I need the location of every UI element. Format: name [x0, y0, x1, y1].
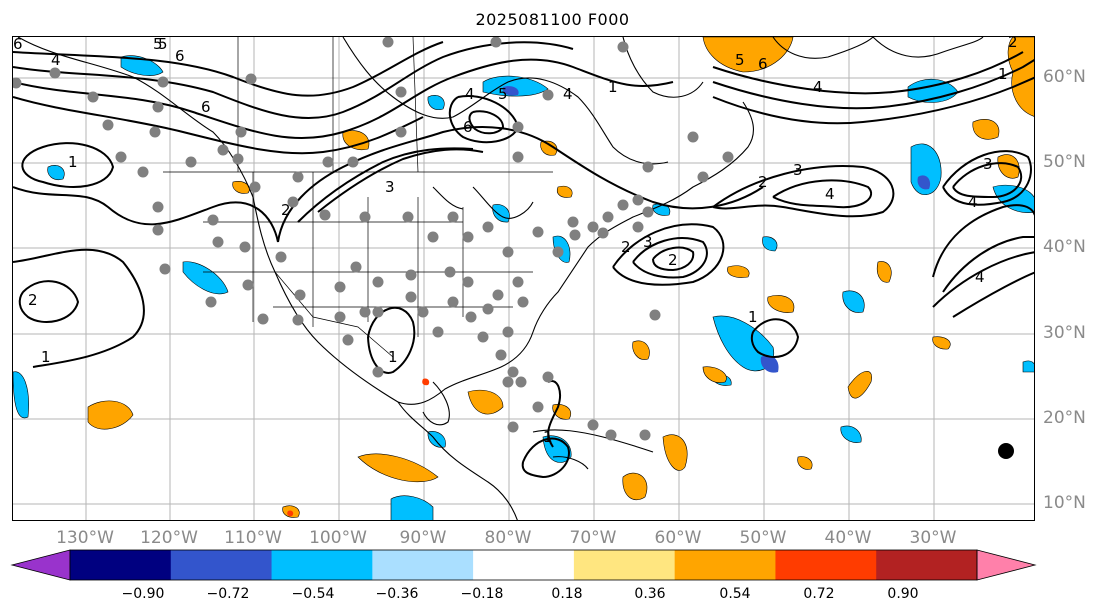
- positive-anomaly-fills: [87, 37, 1034, 518]
- contour-label: 4: [563, 85, 573, 103]
- colorbar-tick-label: −0.90: [121, 586, 165, 602]
- contour-label: 6: [13, 37, 23, 53]
- colorbar-swatch: [473, 550, 575, 580]
- lat-label: 30°N: [1043, 323, 1086, 343]
- contour-label: 3: [643, 233, 653, 251]
- colorbar-swatch: [70, 550, 172, 580]
- colorbar-extend-high: [976, 549, 1037, 581]
- lat-label: 10°N: [1043, 493, 1086, 513]
- colorbar: [10, 549, 1037, 581]
- contour-label: 1: [748, 308, 758, 326]
- colorbar-extend-low: [10, 549, 71, 581]
- lon-label: 70°W: [569, 528, 617, 548]
- lon-label: 40°W: [824, 528, 872, 548]
- large-marker-dot: [998, 443, 1014, 459]
- lat-label: 50°N: [1043, 152, 1086, 172]
- strong-negative-fills: [502, 86, 931, 373]
- contour-label-group: 6 5 6 4 6 1 2 3 4 5 6 4 2 3 1 2 3 4 5 6 …: [13, 37, 1018, 446]
- colorbar-swatches: [10, 549, 1037, 581]
- contour-label: 3: [793, 161, 803, 179]
- colorbar-outline: [69, 549, 978, 581]
- contour-label: 1: [388, 348, 398, 366]
- lon-label: 130°W: [56, 528, 114, 548]
- contour-label: 1: [41, 348, 51, 366]
- colorbar-swatch: [170, 550, 273, 580]
- contour-label: 4: [825, 185, 835, 203]
- contour-label: 2: [1008, 37, 1018, 51]
- lat-label: 20°N: [1043, 408, 1086, 428]
- colorbar-tick-label: −0.72: [206, 586, 250, 602]
- colorbar-tick-label: 0.90: [887, 586, 919, 602]
- colorbar-tick-label: 0.36: [634, 586, 666, 602]
- political-borders: [163, 37, 553, 358]
- contour-label: 3: [385, 178, 395, 196]
- colorbar-tick-label: −0.54: [291, 586, 335, 602]
- lon-label: 120°W: [140, 528, 198, 548]
- contour-label: 5: [498, 85, 508, 103]
- contour-label: 4: [968, 193, 978, 211]
- coastlines: [17, 37, 984, 520]
- contour-label: 3: [983, 155, 993, 173]
- lon-label: 30°W: [909, 528, 957, 548]
- lon-label: 50°W: [739, 528, 787, 548]
- contour-label: 2: [28, 291, 38, 309]
- negative-anomaly-fills: [13, 55, 1034, 520]
- contour-label: 2: [758, 173, 768, 191]
- colorbar-tick-label: 0.18: [551, 586, 583, 602]
- contour-label: 5: [153, 37, 163, 53]
- contour-label: 6: [175, 47, 185, 65]
- lat-label: 40°N: [1043, 237, 1086, 257]
- colorbar-tick-label: 0.54: [719, 586, 751, 602]
- colorbar-tick-label: 0.72: [803, 586, 835, 602]
- colorbar-tick-label: −0.18: [460, 586, 504, 602]
- lat-label: 60°N: [1043, 67, 1086, 87]
- strong-positive-fills: [287, 378, 430, 517]
- contour-label: 1: [608, 78, 618, 96]
- map-frame: 6 5 6 4 6 1 2 3 4 5 6 4 2 3 1 2 3 4 5 6 …: [12, 36, 1035, 521]
- colorbar-swatch: [271, 550, 373, 580]
- lon-label: 100°W: [309, 528, 367, 548]
- contour-label: 4: [975, 268, 985, 286]
- contour-label: 4: [51, 51, 61, 69]
- contour-label: 1: [998, 65, 1008, 83]
- contour-label: 5: [158, 37, 168, 53]
- contour-label: 4: [813, 78, 823, 96]
- contour-label: 5: [735, 51, 745, 69]
- colorbar-tick-label: −0.36: [375, 586, 419, 602]
- lon-label: 90°W: [399, 528, 447, 548]
- contour-label: 2: [621, 238, 631, 256]
- contour-label: 4: [465, 85, 475, 103]
- contour-label: 6: [758, 55, 768, 73]
- station-dots: [13, 37, 734, 441]
- lon-label: 60°W: [654, 528, 702, 548]
- contour-lines: [13, 41, 1034, 479]
- colorbar-swatch: [775, 550, 877, 580]
- map-title: 2025081100 F000: [475, 10, 630, 29]
- contour-label: 2: [281, 201, 291, 219]
- graticule: [13, 37, 1034, 520]
- contour-label: 2: [668, 251, 678, 269]
- colorbar-swatch: [876, 550, 978, 580]
- colorbar-swatch: [674, 550, 776, 580]
- contour-label: 6: [463, 118, 473, 136]
- lon-label: 80°W: [484, 528, 532, 548]
- contour-label: 6: [201, 98, 211, 116]
- colorbar-swatch: [372, 550, 474, 580]
- lon-label: 110°W: [224, 528, 282, 548]
- contour-label: 1: [543, 428, 553, 446]
- contour-label: 1: [68, 153, 78, 171]
- colorbar-swatch: [573, 550, 676, 580]
